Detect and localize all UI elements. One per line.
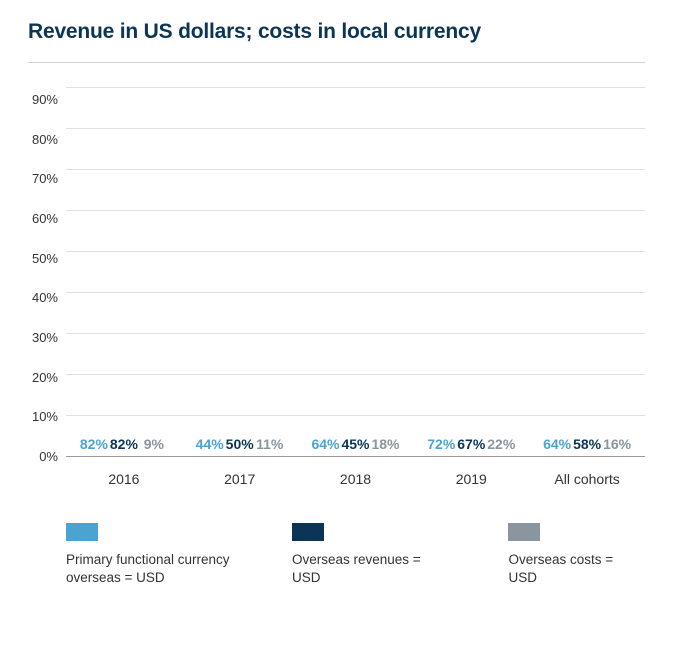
bar-value-label: 18% — [371, 436, 399, 452]
bar-value-label: 45% — [341, 436, 369, 452]
divider — [28, 62, 645, 63]
bar-value-label: 22% — [487, 436, 515, 452]
chart-area: 90%80%70%60%50%40%30%20%10%0% 82%82%9%44… — [28, 87, 645, 457]
x-tick-label: 2016 — [84, 471, 164, 487]
y-tick-label: 70% — [32, 172, 58, 185]
legend: Primary functional currency overseas = U… — [66, 523, 645, 587]
y-tick-label: 80% — [32, 133, 58, 146]
bar-value-label: 16% — [603, 436, 631, 452]
bar-value-label: 64% — [543, 436, 571, 452]
y-tick-label: 20% — [32, 371, 58, 384]
y-tick-label: 10% — [32, 410, 58, 423]
legend-item: Primary functional currency overseas = U… — [66, 523, 236, 587]
y-tick-label: 40% — [32, 291, 58, 304]
legend-label: Overseas revenues = USD — [292, 551, 452, 587]
bar-value-label: 9% — [144, 436, 164, 452]
legend-label: Primary functional currency overseas = U… — [66, 551, 236, 587]
bar-value-label: 64% — [311, 436, 339, 452]
y-tick-label: 60% — [32, 212, 58, 225]
legend-swatch — [292, 523, 324, 541]
y-tick-label: 90% — [32, 93, 58, 106]
legend-swatch — [66, 523, 98, 541]
x-tick-label: 2019 — [431, 471, 511, 487]
bar-value-label: 72% — [427, 436, 455, 452]
y-tick-label: 0% — [39, 450, 58, 463]
x-axis: 2016 2017 2018 2019 All cohorts — [66, 457, 645, 487]
bar-value-label: 44% — [196, 436, 224, 452]
bar-groups: 82%82%9%44%50%11%64%45%18%72%67%22%64%58… — [66, 87, 645, 456]
bar-value-label: 11% — [256, 436, 283, 452]
y-axis: 90%80%70%60%50%40%30%20%10%0% — [28, 87, 66, 457]
chart-title: Revenue in US dollars; costs in local cu… — [28, 20, 645, 44]
legend-swatch — [508, 523, 540, 541]
plot-area: 82%82%9%44%50%11%64%45%18%72%67%22%64%58… — [66, 87, 645, 457]
legend-label: Overseas costs = USD — [508, 551, 645, 587]
bar-value-label: 50% — [226, 436, 254, 452]
x-tick-label: 2018 — [315, 471, 395, 487]
legend-item: Overseas revenues = USD — [292, 523, 452, 587]
bar-value-label: 82% — [80, 436, 108, 452]
y-tick-label: 50% — [32, 252, 58, 265]
bar-value-label: 58% — [573, 436, 601, 452]
bar-value-label: 67% — [457, 436, 485, 452]
x-tick-label: 2017 — [200, 471, 280, 487]
bar-value-label: 82% — [110, 436, 138, 452]
y-tick-label: 30% — [32, 331, 58, 344]
legend-item: Overseas costs = USD — [508, 523, 645, 587]
x-tick-label: All cohorts — [547, 471, 627, 487]
